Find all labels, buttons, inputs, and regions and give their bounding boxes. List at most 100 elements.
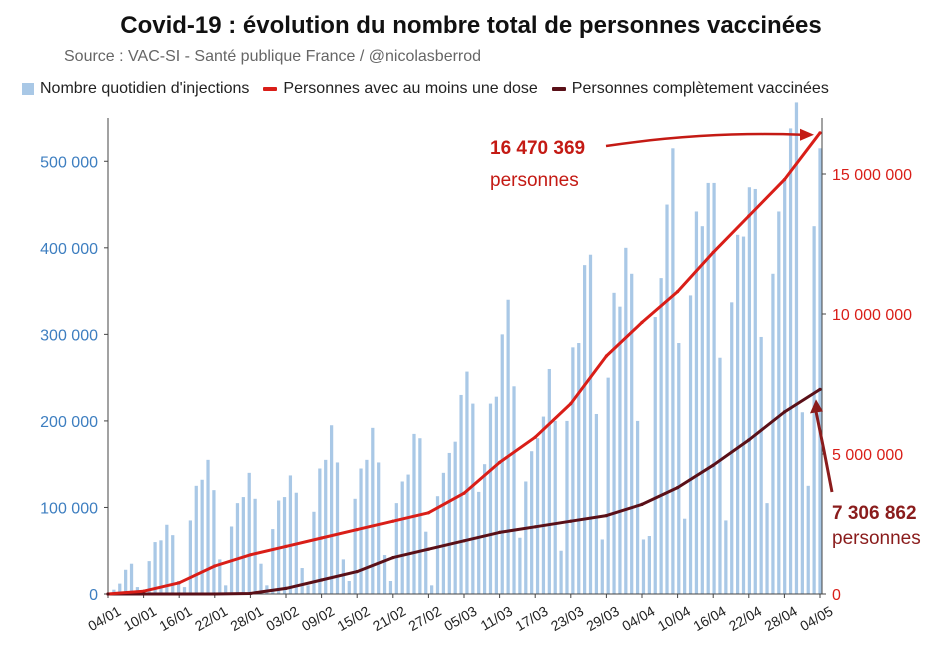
- bar-daily-injection: [530, 451, 534, 594]
- point-first-dose: [142, 589, 146, 593]
- bar-daily-injection: [565, 420, 569, 594]
- bar-daily-injection: [424, 531, 428, 594]
- bar-daily-injection: [512, 386, 516, 594]
- bar-daily-injection: [359, 468, 363, 594]
- right-axis-tick-label: 5 000 000: [832, 447, 903, 464]
- point-first-dose: [533, 435, 537, 439]
- bar-daily-injection: [794, 102, 799, 595]
- point-full-vaccinated: [142, 592, 146, 596]
- bar-daily-injection: [200, 479, 204, 594]
- x-axis-tick-label: 28/01: [228, 603, 267, 634]
- annotation-first-dose-unit: personnes: [490, 170, 579, 191]
- point-full-vaccinated: [248, 591, 252, 596]
- bar-daily-injection: [677, 343, 681, 594]
- point-full-vaccinated: [462, 539, 466, 543]
- chart-legend: Nombre quotidien d'injections Personnes …: [22, 80, 843, 98]
- bar-daily-injection: [482, 464, 487, 594]
- bar-daily-injection: [212, 490, 216, 594]
- x-axis-tick-label: 17/03: [512, 603, 551, 634]
- point-first-dose: [213, 564, 217, 568]
- bar-daily-injection: [694, 211, 699, 594]
- bar-daily-injection: [118, 583, 122, 594]
- bar-daily-injection: [583, 265, 587, 594]
- bar-daily-injection: [771, 273, 775, 594]
- x-axis-tick-label: 23/03: [548, 603, 587, 634]
- point-first-dose: [569, 402, 573, 406]
- x-axis-tick-label: 29/03: [584, 603, 623, 634]
- x-axis-tick-label: 09/02: [299, 603, 338, 634]
- bar-daily-injection: [535, 438, 540, 594]
- bar-daily-injection: [653, 317, 657, 594]
- bar-daily-injection: [559, 550, 563, 594]
- bar-daily-injection: [553, 420, 557, 594]
- bar-daily-injection: [259, 563, 263, 594]
- point-first-dose: [355, 528, 359, 532]
- bar-daily-injection: [335, 462, 340, 594]
- legend-label-first-dose: Personnes avec au moins une dose: [283, 80, 538, 97]
- bar-daily-injection: [306, 585, 310, 594]
- legend-swatch-first-dose: [263, 87, 278, 91]
- bar-daily-injection: [700, 226, 704, 594]
- bars-layer: [106, 102, 822, 595]
- bar-daily-injection: [218, 559, 222, 594]
- bar-daily-injection: [488, 403, 493, 594]
- annotation-first-dose-value: 16 470 369: [490, 138, 585, 159]
- left-axis-tick-label: 500 000: [40, 154, 98, 171]
- bar-daily-injection: [430, 585, 434, 594]
- bar-daily-injection: [518, 537, 522, 594]
- bar-daily-injection: [153, 542, 157, 594]
- bar-daily-injection: [247, 472, 251, 594]
- bar-daily-injection: [724, 520, 728, 594]
- legend-item-full: Personnes complètement vaccinées: [551, 80, 829, 98]
- bar-daily-injection: [706, 182, 710, 594]
- bar-daily-injection: [788, 128, 793, 594]
- x-axis-tick-label: 11/03: [478, 603, 516, 634]
- bar-daily-injection: [759, 336, 763, 594]
- point-first-dose: [426, 511, 430, 515]
- bar-daily-injection: [612, 292, 616, 594]
- bar-daily-injection: [377, 462, 381, 594]
- chart-title: Covid-19 : évolution du nombre total de …: [120, 12, 822, 39]
- bar-daily-injection: [300, 568, 304, 594]
- bar-daily-injection: [329, 425, 334, 594]
- point-first-dose: [248, 553, 252, 557]
- point-full-vaccinated: [355, 570, 359, 574]
- bar-daily-injection: [171, 535, 175, 594]
- x-axis-tick-label: 10/01: [121, 603, 160, 634]
- annotation-arrow-first-dose: [605, 132, 803, 148]
- left-axis-tick-label: 100 000: [40, 500, 98, 517]
- legend-item-daily-injections: Nombre quotidien d'injections: [22, 80, 249, 98]
- point-first-dose: [177, 581, 181, 585]
- axes-layer: 0 100 000 200 000 300 000 400 000 500 000 0 5 0…: [40, 118, 912, 634]
- point-first-dose: [604, 354, 609, 358]
- point-full-vaccinated: [569, 519, 573, 523]
- left-axis-tick-label: 300 000: [40, 327, 98, 344]
- point-full-vaccinated: [498, 530, 502, 535]
- point-full-vaccinated: [391, 556, 395, 560]
- bar-daily-injection: [641, 539, 646, 594]
- x-axis-tick-label: 03/02: [263, 603, 302, 634]
- bar-daily-injection: [241, 497, 245, 594]
- bar-daily-injection: [506, 299, 510, 594]
- bar-daily-injection: [753, 188, 757, 594]
- bar-daily-injection: [800, 412, 804, 594]
- bar-daily-injection: [688, 295, 693, 594]
- x-axis-tick-label: 04/05: [797, 603, 836, 634]
- bar-daily-injection: [176, 581, 181, 594]
- bar-daily-injection: [435, 496, 440, 594]
- x-axis-tick-label: 04/04: [619, 603, 658, 634]
- legend-label-full: Personnes complètement vaccinées: [571, 80, 829, 97]
- legend-swatch-full: [551, 87, 566, 91]
- bar-daily-injection: [371, 427, 375, 594]
- bar-daily-injection: [441, 472, 446, 594]
- annotation-arrowhead-full: [810, 399, 823, 414]
- bar-daily-injection: [741, 236, 746, 594]
- bar-daily-injection: [400, 481, 404, 594]
- bar-daily-injection: [718, 357, 722, 594]
- point-first-dose: [391, 519, 395, 523]
- left-axis-tick-label: 200 000: [40, 414, 98, 431]
- point-full-vaccinated: [284, 586, 288, 591]
- bar-daily-injection: [630, 273, 634, 594]
- point-full-vaccinated: [177, 592, 181, 596]
